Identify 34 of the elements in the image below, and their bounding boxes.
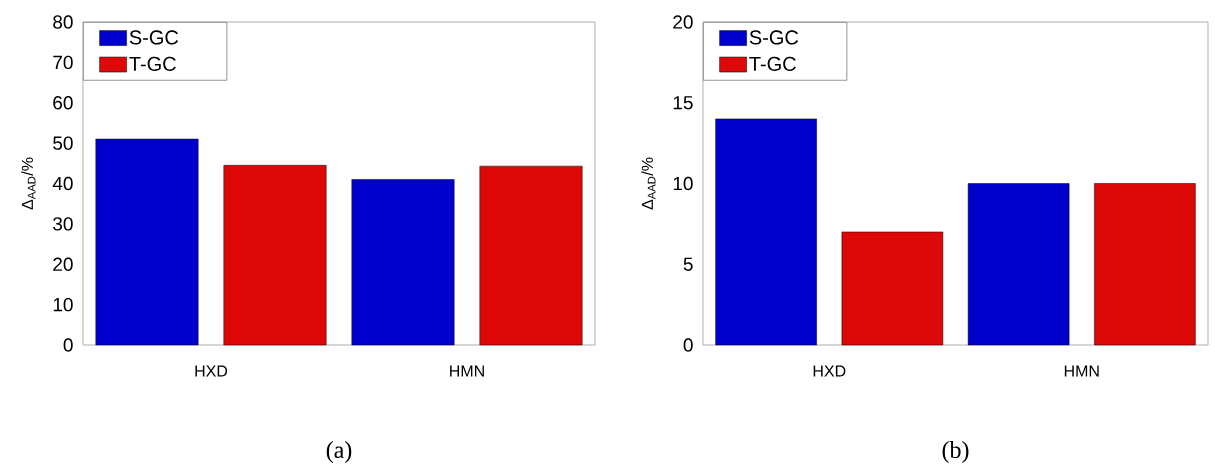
y-tick-label: 0: [683, 338, 693, 352]
bar: [479, 165, 583, 346]
legend-label: T-GC: [749, 56, 796, 71]
bar: [95, 138, 199, 346]
text: (a): [326, 441, 352, 463]
y-tick-label: 40: [52, 176, 73, 191]
x-tick-label: HMN: [450, 365, 484, 377]
y-tick-label: 15: [673, 96, 693, 110]
bar: [841, 231, 944, 346]
y-tick-label: 10: [53, 297, 73, 312]
y-tick-label: 80: [53, 15, 73, 29]
legend-label: S-GC: [129, 30, 179, 45]
legend-label: T-GC: [129, 56, 176, 71]
y-tick-label: 0: [63, 338, 73, 352]
bar: [715, 118, 817, 346]
y-tick-label: 70: [53, 55, 73, 70]
bar: [351, 179, 455, 346]
y-tick-label: 20: [673, 15, 693, 29]
y-axis-title: Δ$_{AAD}$/%: [21, 157, 36, 210]
y-tick-label: 20: [53, 257, 73, 271]
x-tick-label: HMN: [1064, 365, 1099, 377]
text: (b): [942, 441, 969, 463]
legend-label: S-GC: [749, 30, 799, 45]
y-axis-title: Δ$_{AAD}$/%: [641, 157, 656, 210]
bar: [223, 165, 327, 346]
y-tick-label: 10: [673, 176, 693, 191]
y-tick-label: 30: [53, 217, 73, 231]
bar: [1094, 183, 1196, 346]
bar: [967, 183, 1070, 346]
y-tick-label: 50: [53, 136, 73, 150]
y-tick-label: 60: [53, 96, 73, 110]
x-tick-label: HXD: [195, 365, 228, 377]
x-tick-label: HXD: [813, 365, 846, 377]
y-tick-label: 5: [683, 257, 693, 271]
